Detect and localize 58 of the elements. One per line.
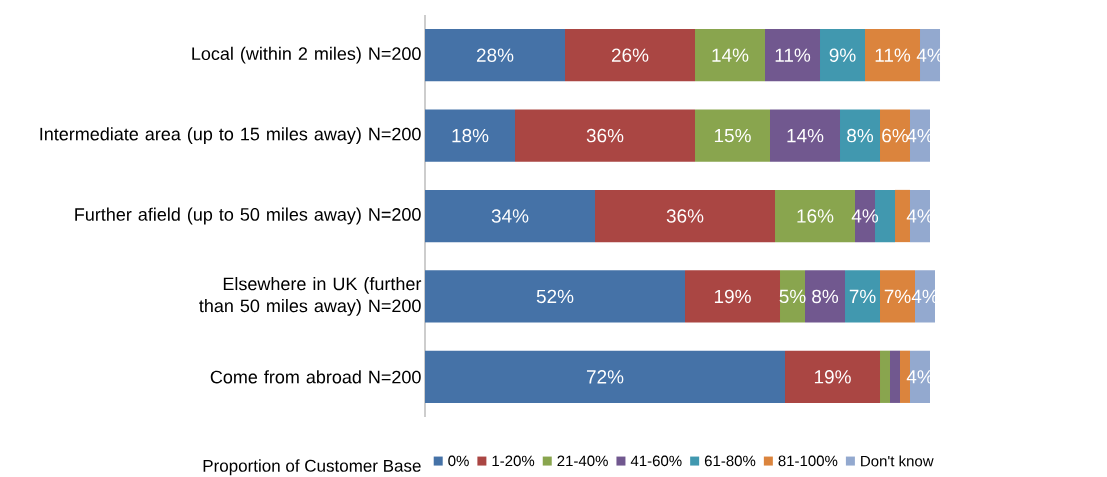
y-tick-label: Come from abroad N=200 — [210, 370, 421, 384]
data-label: 15% — [714, 128, 751, 143]
data-label: 14% — [712, 48, 749, 62]
legend-label: Don't know — [861, 455, 934, 467]
legend-label: 41-60% — [630, 455, 682, 467]
data-label: 14% — [787, 128, 824, 143]
data-label: 6% — [882, 128, 909, 143]
data-label: 8% — [847, 128, 874, 143]
data-label: 9% — [829, 48, 856, 62]
data-label: 52% — [536, 289, 574, 304]
bar — [880, 350, 891, 403]
data-label: 18% — [452, 128, 489, 143]
data-label: 8% — [812, 289, 839, 304]
data-label: 11% — [875, 48, 911, 62]
data-label: 7% — [849, 289, 876, 304]
bar — [840, 109, 881, 162]
data-label: 5% — [779, 289, 806, 304]
data-label: 11% — [775, 48, 811, 62]
bar — [770, 109, 841, 162]
data-label: 19% — [814, 370, 851, 384]
bar — [890, 350, 901, 403]
bar — [820, 29, 866, 82]
y-tick-label: Further afield (up to 50 miles away) N=200 — [75, 207, 421, 225]
bar — [425, 109, 515, 162]
bar — [425, 350, 785, 403]
legend-label: 1-20% — [492, 455, 535, 467]
bar — [845, 270, 881, 323]
data-label: 16% — [797, 209, 834, 223]
bar — [425, 270, 686, 323]
data-label: 19% — [714, 289, 751, 304]
data-label: 4% — [851, 209, 879, 223]
legend-label: 61-80% — [704, 455, 756, 467]
data-label: 26% — [611, 48, 649, 62]
y-tick-label: Local (within 2 miles) N=200 — [192, 46, 421, 64]
data-label: 28% — [476, 48, 514, 62]
data-label: 72% — [586, 370, 624, 384]
data-label: 7% — [884, 289, 911, 304]
y-tick-label: Intermediate area (up to 15 miles away) N=200 — [40, 127, 421, 144]
bar — [425, 189, 595, 243]
legend-label: 21-40% — [557, 455, 608, 467]
bar — [425, 29, 565, 82]
legend-label: 81-100% — [778, 455, 838, 467]
bar — [765, 29, 821, 82]
bar — [780, 270, 805, 323]
y-tick-label: Elsewhere in UK (further than 50 miles away) N=200 — [199, 277, 422, 316]
data-label: 34% — [491, 209, 529, 223]
legend-title: Proportion of Customer Base — [203, 459, 421, 476]
legend-label: 0% — [448, 455, 469, 467]
bar — [565, 29, 695, 82]
bar — [595, 189, 776, 243]
bar — [695, 29, 765, 82]
bar — [515, 109, 695, 162]
bar — [805, 270, 846, 323]
data-label: 36% — [586, 128, 624, 143]
bar — [695, 109, 771, 162]
data-label: 36% — [666, 209, 704, 223]
bar — [785, 350, 881, 403]
bar — [685, 270, 781, 323]
